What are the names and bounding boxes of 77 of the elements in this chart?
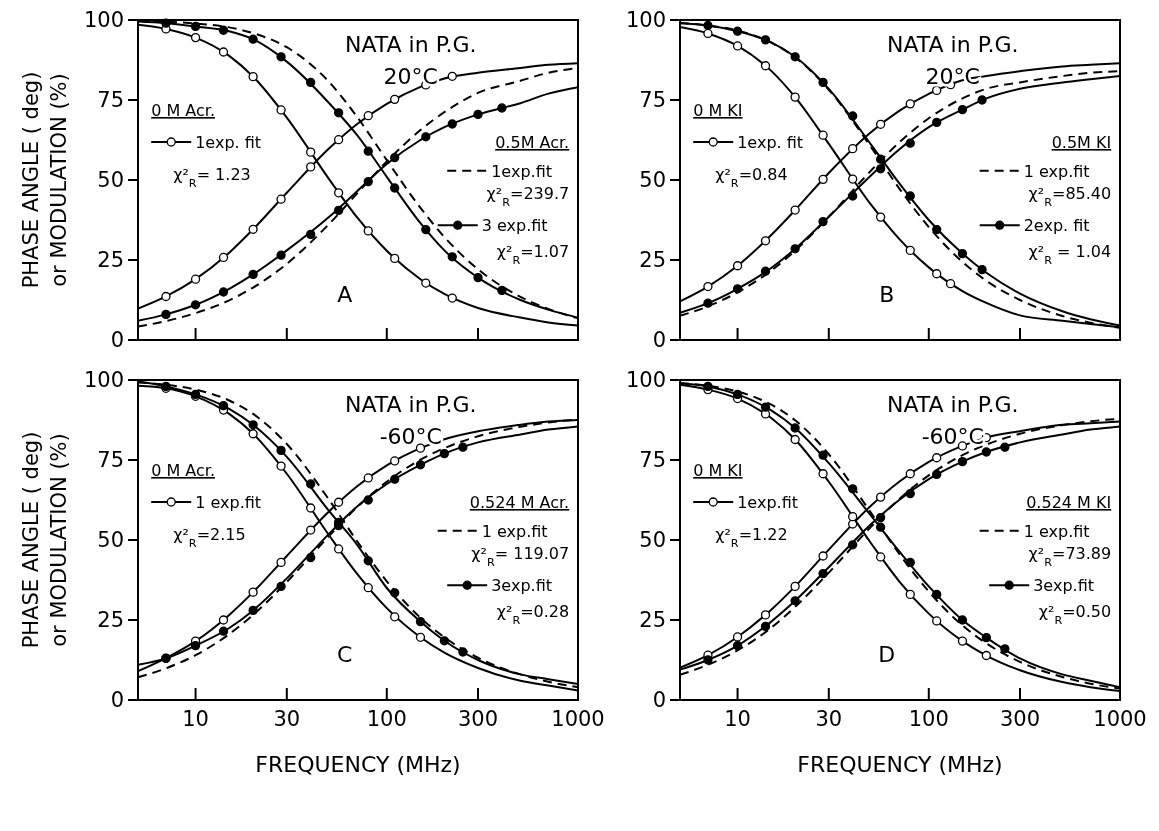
y-tick-label: 25 (97, 248, 124, 272)
y-tick-label: 75 (97, 448, 124, 472)
y-tick-label: 25 (639, 248, 666, 272)
text: NATA in P.G. (887, 32, 1019, 57)
annotation: χ²$_{R}$=0.84 (715, 165, 788, 190)
text: -60°C (921, 424, 984, 449)
y-tick-label: 50 (97, 168, 124, 192)
x-axis-title: FREQUENCY (MHz) (797, 752, 1003, 777)
y-tick-label: 50 (97, 528, 124, 552)
annotation: χ²$_{R}$=1.07 (496, 241, 570, 267)
annotation: 0 M Acr. (151, 101, 216, 120)
text: NATA in P.G. (345, 392, 477, 417)
text: -60°C (379, 424, 442, 449)
legend-label: 1 exp.fit (1023, 161, 1090, 181)
annotation: 0 M KI (693, 101, 743, 120)
x-tick-label: 300 (457, 707, 499, 731)
legend-label: 1 exp.fit (1023, 521, 1090, 541)
annotation: χ²$_{R}$=0.50 (1038, 601, 1112, 627)
x-tick-label: 100 (366, 707, 407, 731)
legend-label: 1exp. fit (737, 133, 804, 152)
text: NATA in P.G. (887, 392, 1019, 417)
annotation: 0 M Acr. (151, 461, 216, 480)
y-tick-label: 75 (639, 88, 666, 112)
legend-label: 1exp.fit (737, 493, 799, 512)
legend-label: 1exp.fit (491, 161, 553, 181)
annotation: χ²$_{R}$=2.15 (173, 525, 246, 550)
x-tick-label: 30 (815, 707, 843, 731)
x-tick-label: 30 (273, 707, 301, 731)
text: 20°C (383, 64, 438, 89)
legend-label: 3exp.fit (491, 576, 553, 596)
annotation: χ²$_{R}$= 119.07 (471, 544, 570, 569)
x-tick-label: 100 (908, 707, 949, 731)
annotation: χ²$_{R}$=1.22 (715, 525, 788, 550)
annotation: C (337, 641, 353, 667)
legend-label: 2exp. fit (1023, 216, 1090, 236)
annotation: χ²$_{R}$=73.89 (1028, 544, 1112, 569)
annotation: 0.5M KI (1051, 133, 1112, 152)
annotation: χ²$_{R}$=85.40 (1028, 184, 1112, 209)
y-tick-label: 100 (83, 368, 124, 392)
x-tick-label: 1000 (1093, 707, 1147, 731)
y-axis-title: PHASE ANGLE ( deg) or MODULATION (%) (19, 71, 71, 289)
x-tick-label: 10 (724, 707, 751, 731)
annotation: χ²$_{R}$= 1.23 (173, 165, 251, 190)
y-tick-label: 75 (639, 448, 666, 472)
legend-label: 1exp. fit (195, 133, 262, 152)
annotation: A (337, 281, 353, 307)
annotation: B (879, 281, 895, 307)
y-axis-title: PHASE ANGLE ( deg) or MODULATION (%) (19, 431, 71, 649)
y-tick-label: 50 (639, 528, 666, 552)
annotation: χ²$_{R}$=239.7 (486, 184, 570, 209)
y-tick-label: 100 (625, 8, 666, 32)
x-tick-label: 10 (182, 707, 209, 731)
y-tick-label: 100 (625, 368, 666, 392)
y-tick-label: 25 (97, 608, 124, 632)
y-tick-label: 75 (97, 88, 124, 112)
annotation: 0.524 M Acr. (469, 493, 570, 512)
y-tick-label: 0 (652, 328, 666, 352)
legend-label: 3exp.fit (1033, 576, 1095, 596)
x-tick-label: 1000 (551, 707, 605, 731)
annotation: χ²$_{R}$ = 1.04 (1028, 241, 1112, 267)
text: NATA in P.G. (345, 32, 477, 57)
annotation: D (878, 641, 896, 667)
y-tick-label: 50 (639, 168, 666, 192)
annotation: 0.524 M KI (1026, 493, 1112, 512)
y-tick-label: 0 (110, 328, 124, 352)
y-tick-label: 25 (639, 608, 666, 632)
y-tick-label: 0 (110, 688, 124, 712)
x-axis-title: FREQUENCY (MHz) (255, 752, 461, 777)
annotation: 0.5M Acr. (495, 133, 570, 152)
y-tick-label: 100 (83, 8, 124, 32)
legend-label: 1 exp.fit (195, 493, 262, 512)
x-tick-label: 300 (999, 707, 1041, 731)
annotation: χ²$_{R}$=0.28 (496, 601, 570, 627)
legend-label: 3 exp.fit (481, 216, 548, 236)
annotation: 0 M KI (693, 461, 743, 480)
legend-label: 1 exp.fit (481, 521, 548, 541)
y-tick-label: 0 (652, 688, 666, 712)
